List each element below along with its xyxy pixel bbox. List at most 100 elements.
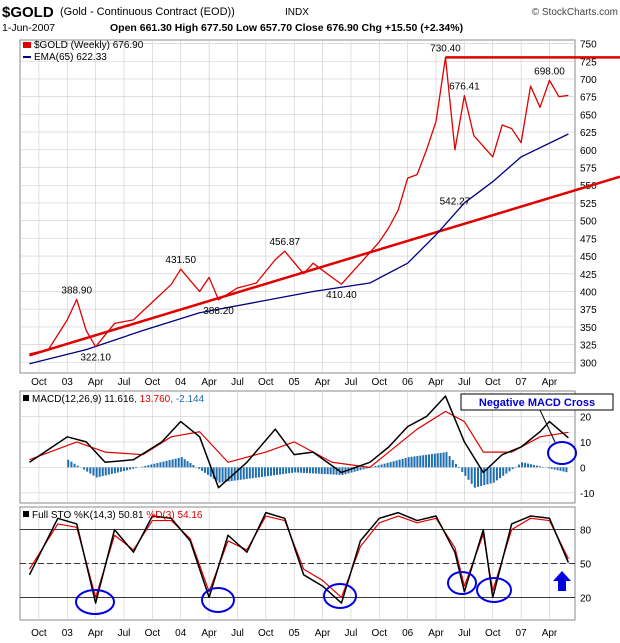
x-tick-label: Oct — [31, 377, 47, 388]
price-y-tick-label: 325 — [580, 341, 597, 352]
macd-histogram-bar — [83, 467, 86, 470]
macd-y-tick-label: 0 — [580, 463, 586, 474]
macd-histogram-bar — [317, 467, 320, 474]
macd-histogram-bar — [273, 467, 276, 476]
macd-histogram-bar — [260, 467, 263, 477]
macd-histogram-bar — [529, 464, 532, 468]
macd-histogram-bar — [162, 461, 165, 468]
macd-histogram-bar — [119, 467, 122, 472]
macd-histogram-bar — [86, 467, 89, 472]
macd-histogram-bar — [499, 467, 502, 479]
macd-histogram-bar — [174, 458, 177, 468]
macd-histogram-bar — [279, 467, 282, 475]
macd-histogram-bar — [144, 465, 147, 468]
macd-histogram-bar — [514, 466, 517, 468]
macd-histogram-bar — [132, 467, 135, 469]
price-y-tick-label: 625 — [580, 128, 597, 139]
macd-histogram-bar — [547, 467, 550, 469]
macd-histogram-bar — [448, 456, 451, 468]
macd-histogram-bar — [73, 463, 76, 468]
macd-y-tick-label: -10 — [580, 489, 595, 500]
price-y-tick-label: 675 — [580, 93, 597, 104]
macd-histogram-bar — [282, 467, 285, 475]
x-tick-label: Oct — [31, 628, 47, 639]
x-tick-label: 07 — [516, 628, 528, 639]
macd-histogram-bar — [483, 467, 486, 486]
price-y-tick-label: 575 — [580, 164, 597, 175]
macd-histogram-bar — [374, 466, 377, 468]
macd-histogram-bar — [297, 467, 300, 473]
sto-legend-swatch — [23, 511, 29, 517]
price-y-tick-label: 350 — [580, 323, 597, 334]
macd-histogram-bar — [224, 467, 227, 482]
macd-histogram-bar — [209, 467, 212, 477]
macd-histogram-bar — [476, 467, 479, 487]
price-annotation: 431.50 — [165, 255, 196, 266]
macd-histogram-bar — [101, 467, 104, 477]
x-tick-label: Apr — [315, 628, 331, 639]
macd-histogram-bar — [377, 465, 380, 468]
macd-panel — [29, 395, 569, 489]
macd-histogram-bar — [92, 467, 95, 476]
macd-histogram-bar — [517, 464, 520, 468]
macd-histogram-bar — [306, 467, 309, 474]
macd-histogram-bar — [467, 467, 470, 480]
price-y-tick-label: 525 — [580, 199, 597, 210]
macd-histogram-bar — [350, 467, 353, 473]
watermark: © StockCharts.com — [532, 7, 618, 18]
price-line — [29, 56, 569, 355]
x-tick-label: 07 — [516, 377, 528, 388]
macd-histogram-bar — [171, 459, 174, 468]
macd-legend: MACD(12,26,9) 11.616, 13.760, -2.144 — [32, 394, 205, 405]
sto-circle-5 — [476, 577, 512, 603]
macd-histogram-bar — [538, 466, 541, 468]
x-tick-label: 06 — [402, 377, 414, 388]
macd-histogram-bar — [70, 461, 73, 468]
macd-histogram-bar — [177, 457, 180, 468]
price-panel: 388.90 322.10 431.50 388.20 456.87 410.40 730.… — [29, 43, 620, 365]
macd-histogram-bar — [165, 460, 168, 468]
macd-histogram-bar — [430, 454, 433, 468]
macd-histogram-bar — [248, 467, 251, 479]
x-tick-label: Oct — [145, 377, 161, 388]
sto-y-tick-label: 50 — [580, 560, 592, 571]
macd-histogram-bar — [251, 467, 254, 479]
macd-y-tick-label: 10 — [580, 438, 592, 449]
macd-histogram-bar — [236, 467, 239, 481]
x-tick-label: 05 — [289, 628, 301, 639]
macd-histogram-bar — [553, 467, 556, 470]
macd-histogram-bar — [254, 467, 257, 478]
macd-histogram-bar — [458, 467, 461, 468]
macd-histogram-bar — [527, 463, 530, 468]
macd-histogram-bar — [395, 460, 398, 468]
price-annotation: 698.00 — [534, 66, 565, 77]
macd-histogram-bar — [535, 465, 538, 468]
price-annotation: 730.40 — [430, 43, 461, 54]
macd-histogram-bar — [428, 454, 431, 468]
macd-histogram-bar — [180, 457, 183, 468]
x-tick-label: Oct — [485, 377, 501, 388]
macd-histogram-bar — [104, 467, 107, 476]
macd-histogram-bar — [291, 467, 294, 473]
macd-histogram-bar — [335, 467, 338, 475]
price-y-tick-label: 750 — [580, 40, 597, 51]
macd-histogram-bar — [416, 456, 419, 468]
macd-histogram-bar — [329, 467, 332, 475]
price-y-tick-label: 300 — [580, 358, 597, 369]
macd-histogram-bar — [303, 467, 306, 473]
macd-histogram-bar — [556, 467, 559, 471]
macd-histogram-bar — [401, 458, 404, 468]
macd-histogram-bar — [95, 467, 98, 478]
macd-histogram-bar — [198, 467, 201, 469]
price-annotation: 388.20 — [203, 306, 234, 317]
macd-histogram-bar — [442, 452, 445, 468]
quote-date: 1-Jun-2007 — [2, 22, 55, 34]
macd-histogram-bar — [314, 467, 317, 474]
macd-histogram-bar — [511, 467, 514, 470]
macd-histogram-bar — [332, 467, 335, 475]
sto-y-tick-label: 20 — [580, 593, 592, 604]
macd-histogram-bar — [168, 460, 171, 468]
macd-histogram-bar — [439, 452, 442, 468]
macd-histogram-bar — [201, 467, 204, 471]
x-tick-label: Oct — [258, 377, 274, 388]
